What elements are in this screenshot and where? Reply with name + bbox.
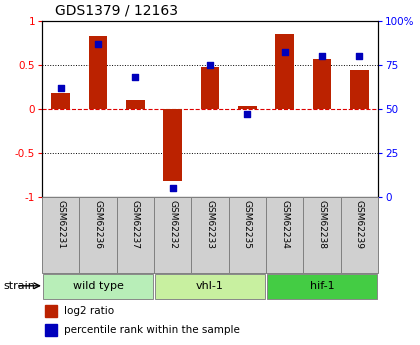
Point bbox=[244, 111, 251, 117]
Text: log2 ratio: log2 ratio bbox=[64, 306, 114, 316]
Text: GSM62239: GSM62239 bbox=[355, 200, 364, 249]
Bar bbox=[303, 197, 341, 273]
Text: vhl-1: vhl-1 bbox=[196, 281, 224, 291]
Text: GSM62236: GSM62236 bbox=[94, 200, 102, 249]
Bar bbox=[276, 34, 294, 109]
Text: GSM62237: GSM62237 bbox=[131, 200, 140, 249]
Point bbox=[281, 50, 288, 55]
Text: GSM62234: GSM62234 bbox=[280, 200, 289, 249]
Bar bbox=[163, 109, 182, 181]
Bar bbox=[43, 274, 153, 299]
Point bbox=[57, 85, 64, 90]
Bar bbox=[45, 324, 57, 336]
Bar bbox=[154, 197, 192, 273]
Text: percentile rank within the sample: percentile rank within the sample bbox=[64, 325, 240, 335]
Bar bbox=[228, 197, 266, 273]
Point bbox=[207, 62, 213, 68]
Bar bbox=[312, 59, 331, 109]
Bar bbox=[117, 197, 154, 273]
Bar bbox=[201, 67, 219, 109]
Point bbox=[94, 41, 101, 46]
Point bbox=[319, 53, 326, 59]
Point bbox=[132, 74, 139, 80]
Text: GSM62233: GSM62233 bbox=[205, 200, 215, 249]
Bar bbox=[155, 274, 265, 299]
Bar bbox=[350, 70, 369, 109]
Text: wild type: wild type bbox=[73, 281, 123, 291]
Bar bbox=[79, 197, 117, 273]
Bar bbox=[267, 274, 377, 299]
Text: GSM62235: GSM62235 bbox=[243, 200, 252, 249]
Text: GSM62238: GSM62238 bbox=[318, 200, 326, 249]
Text: GDS1379 / 12163: GDS1379 / 12163 bbox=[55, 3, 178, 17]
Bar bbox=[42, 197, 79, 273]
Bar bbox=[126, 100, 144, 109]
Bar bbox=[51, 93, 70, 109]
Bar bbox=[341, 197, 378, 273]
Text: strain: strain bbox=[4, 282, 36, 291]
Point bbox=[169, 185, 176, 190]
Text: GSM62231: GSM62231 bbox=[56, 200, 65, 249]
Bar bbox=[89, 36, 108, 109]
Bar bbox=[266, 197, 303, 273]
Text: hif-1: hif-1 bbox=[310, 281, 334, 291]
Bar bbox=[192, 197, 228, 273]
Bar bbox=[45, 305, 57, 317]
Bar bbox=[238, 106, 257, 109]
Text: GSM62232: GSM62232 bbox=[168, 200, 177, 249]
Point bbox=[356, 53, 363, 59]
